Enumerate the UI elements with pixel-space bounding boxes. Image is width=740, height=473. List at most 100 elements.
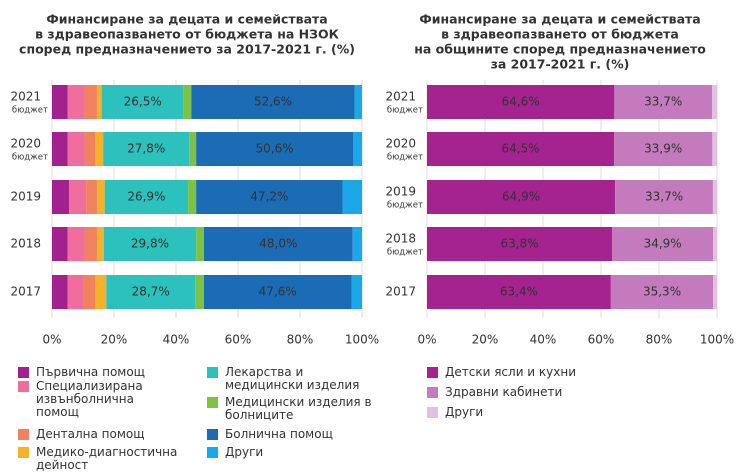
bar-segment: [106, 275, 196, 309]
bar-segment: [712, 180, 717, 214]
value-label: 26,5%: [124, 95, 162, 109]
bar-segment: [712, 132, 717, 166]
legend-item: Дентална помощ: [18, 428, 188, 441]
bar-segment: [96, 85, 102, 119]
bar-segment: [351, 275, 362, 309]
bar-segment: [614, 85, 713, 119]
bar-segment: [67, 85, 85, 119]
value-label: 47,6%: [259, 285, 297, 299]
bar-segment: [713, 227, 717, 261]
legend-label: Детски ясли и кухни: [445, 365, 577, 379]
legend-swatch: [207, 397, 218, 408]
bar-segment: [196, 227, 204, 261]
legend-label: Дентална помощ: [36, 427, 145, 441]
bar-segment: [614, 132, 713, 166]
bar-segment: [52, 227, 68, 261]
bar-segment: [196, 132, 354, 166]
value-label: 29,8%: [131, 237, 169, 251]
bar-segment: [427, 275, 611, 309]
legend-swatch: [18, 367, 29, 378]
bar-segment: [427, 132, 615, 166]
legend-label: Болнична помощ: [225, 427, 333, 441]
legend-item: Специализирана извънболнична помощ: [18, 380, 158, 419]
bar-segment: [96, 227, 104, 261]
legend-item: Първична помощ: [18, 366, 188, 379]
category-note: бюджет: [387, 153, 423, 163]
chart-title: на общините според предназначението: [414, 42, 706, 57]
bar-segment: [83, 275, 96, 309]
legend-swatch: [207, 429, 218, 440]
legend-item: Болнична помощ: [207, 428, 372, 441]
bar-segment: [103, 132, 190, 166]
bar-segment: [610, 275, 714, 309]
y-tick-label: 2021: [385, 90, 416, 104]
x-tick-label: 20%: [472, 333, 499, 347]
y-tick-label: 2017: [10, 285, 41, 299]
bar-segment: [52, 132, 68, 166]
x-tick-label: 40%: [163, 333, 190, 347]
value-label: 64,5%: [501, 142, 539, 156]
legend-swatch: [427, 367, 438, 378]
legend-swatch: [427, 387, 438, 398]
bar-segment: [203, 227, 353, 261]
value-label: 50,6%: [256, 142, 294, 156]
bar-segment: [67, 275, 83, 309]
legend-swatch: [427, 407, 438, 418]
y-tick-label: 2019: [10, 190, 41, 204]
legend-label: Здравни кабинети: [445, 385, 563, 399]
legend-item: Медико-диагностична дейност: [18, 446, 183, 472]
bar-segment: [96, 180, 105, 214]
legend-swatch: [207, 447, 218, 458]
bar-segment: [612, 227, 714, 261]
y-tick-label: 2021: [10, 90, 41, 104]
value-label: 34,9%: [644, 237, 682, 251]
value-label: 26,9%: [127, 190, 165, 204]
value-label: 63,8%: [500, 237, 538, 251]
x-tick-label: 20%: [101, 333, 128, 347]
bar-segment: [615, 180, 713, 214]
bar-segment: [713, 275, 717, 309]
chart-title: според предназначението за 2017-2021 г. …: [19, 42, 355, 57]
chart-title: Финансиране за децата и семействата: [46, 12, 327, 27]
x-tick-label: 60%: [588, 333, 615, 347]
value-label: 48,0%: [259, 237, 297, 251]
bar-segment: [195, 275, 204, 309]
chart-title: в здравеопазването от бюджета: [441, 27, 679, 42]
legend-swatch: [18, 381, 29, 392]
legend-swatch: [18, 447, 29, 458]
y-tick-label: 2018: [385, 232, 416, 246]
legend-item: Други: [427, 406, 627, 419]
legend-label: Лекарства и медицински изделия: [225, 365, 360, 392]
bar-segment: [67, 227, 85, 261]
bar-segment: [84, 132, 96, 166]
bar-segment: [183, 85, 192, 119]
bar-segment: [67, 132, 85, 166]
legend-label: Медицински изделия в болниците: [225, 395, 372, 422]
y-tick-label: 2019: [385, 185, 416, 199]
y-tick-label: 2018: [10, 237, 41, 251]
bar-segment: [191, 85, 355, 119]
bar-segment: [52, 85, 68, 119]
bar-segment: [188, 180, 197, 214]
value-label: 52,6%: [254, 95, 292, 109]
bar-segment: [52, 275, 68, 309]
x-tick-label: 80%: [646, 333, 673, 347]
bar-segment: [354, 85, 362, 119]
legend-label: Други: [225, 445, 264, 459]
value-label: 35,3%: [643, 285, 681, 299]
value-label: 33,7%: [645, 190, 683, 204]
legend-item: Други: [207, 446, 372, 459]
bar-segment: [95, 275, 107, 309]
category-note: бюджет: [387, 248, 423, 258]
y-tick-label: 2020: [10, 137, 41, 151]
bar-segment: [84, 85, 97, 119]
bar-segment: [95, 132, 104, 166]
bar-segment: [52, 180, 70, 214]
value-label: 33,7%: [644, 95, 682, 109]
value-label: 47,2%: [250, 190, 288, 204]
chart-title: в здравеопазването от бюджета на НЗОК: [35, 27, 339, 42]
legend-swatch: [207, 367, 218, 378]
value-label: 28,7%: [132, 285, 170, 299]
value-label: 27,8%: [127, 142, 165, 156]
